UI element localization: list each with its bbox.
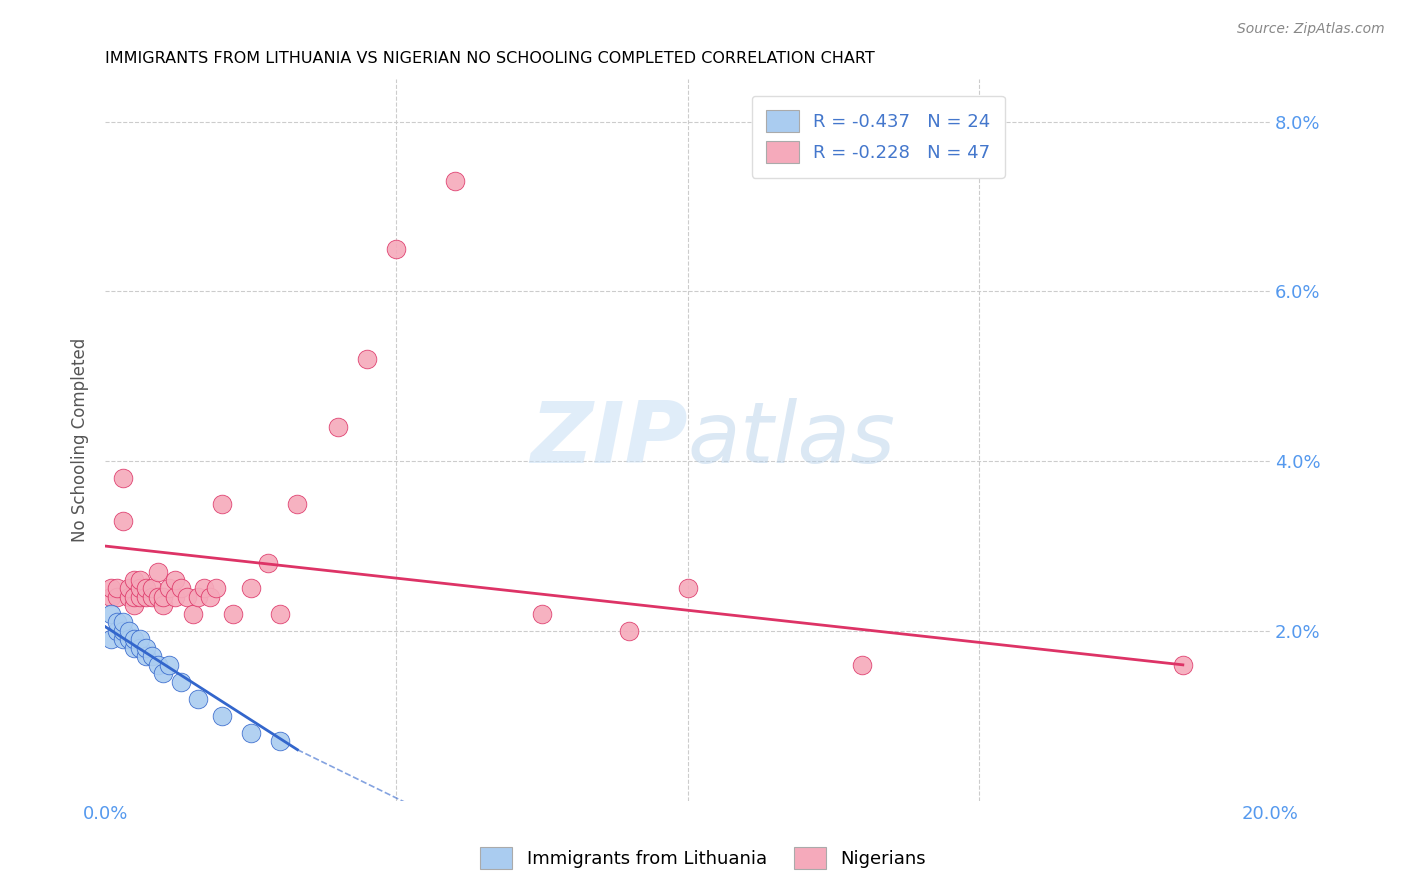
Point <box>181 607 204 621</box>
Point <box>105 582 128 596</box>
Point <box>124 599 146 613</box>
Point <box>239 582 262 596</box>
Point <box>129 582 152 596</box>
Point <box>124 590 146 604</box>
Point <box>176 590 198 604</box>
Y-axis label: No Schooling Completed: No Schooling Completed <box>72 338 89 542</box>
Point <box>170 582 193 596</box>
Point <box>100 632 122 647</box>
Point <box>100 607 122 621</box>
Point <box>287 497 309 511</box>
Point <box>111 471 134 485</box>
Point <box>239 725 262 739</box>
Point <box>676 582 699 596</box>
Point <box>135 590 157 604</box>
Point <box>619 624 641 638</box>
Point <box>105 615 128 630</box>
Legend: Immigrants from Lithuania, Nigerians: Immigrants from Lithuania, Nigerians <box>471 838 935 879</box>
Point <box>198 590 221 604</box>
Point <box>111 632 134 647</box>
Point <box>152 666 174 681</box>
Point <box>1171 657 1194 672</box>
Point <box>222 607 245 621</box>
Point <box>187 590 209 604</box>
Point <box>851 657 873 672</box>
Point <box>152 590 174 604</box>
Text: ZIP: ZIP <box>530 399 688 482</box>
Point <box>105 590 128 604</box>
Point <box>141 590 163 604</box>
Point <box>443 174 465 188</box>
Point <box>170 674 193 689</box>
Text: atlas: atlas <box>688 399 896 482</box>
Point <box>135 640 157 655</box>
Point <box>111 514 134 528</box>
Point <box>146 565 169 579</box>
Point <box>100 590 122 604</box>
Point <box>111 624 134 638</box>
Point <box>146 590 169 604</box>
Point <box>211 497 233 511</box>
Point <box>117 582 139 596</box>
Point <box>124 573 146 587</box>
Point <box>356 352 378 367</box>
Point <box>141 582 163 596</box>
Point <box>100 582 122 596</box>
Point <box>146 657 169 672</box>
Point <box>157 657 180 672</box>
Point <box>257 556 280 570</box>
Point <box>129 632 152 647</box>
Point <box>269 734 291 748</box>
Point <box>117 624 139 638</box>
Point <box>205 582 228 596</box>
Point <box>117 632 139 647</box>
Point <box>111 615 134 630</box>
Point <box>193 582 215 596</box>
Point <box>129 640 152 655</box>
Point <box>269 607 291 621</box>
Point <box>211 708 233 723</box>
Point <box>135 582 157 596</box>
Point <box>129 590 152 604</box>
Point <box>129 573 152 587</box>
Point <box>135 649 157 664</box>
Point <box>187 691 209 706</box>
Point <box>124 632 146 647</box>
Point <box>152 599 174 613</box>
Point <box>141 649 163 664</box>
Text: IMMIGRANTS FROM LITHUANIA VS NIGERIAN NO SCHOOLING COMPLETED CORRELATION CHART: IMMIGRANTS FROM LITHUANIA VS NIGERIAN NO… <box>105 51 875 66</box>
Point <box>165 573 187 587</box>
Point <box>531 607 554 621</box>
Point <box>105 624 128 638</box>
Legend: R = -0.437   N = 24, R = -0.228   N = 47: R = -0.437 N = 24, R = -0.228 N = 47 <box>752 95 1005 178</box>
Point <box>124 640 146 655</box>
Point <box>385 242 408 256</box>
Point <box>117 590 139 604</box>
Point <box>328 420 350 434</box>
Point <box>157 582 180 596</box>
Text: Source: ZipAtlas.com: Source: ZipAtlas.com <box>1237 22 1385 37</box>
Point <box>165 590 187 604</box>
